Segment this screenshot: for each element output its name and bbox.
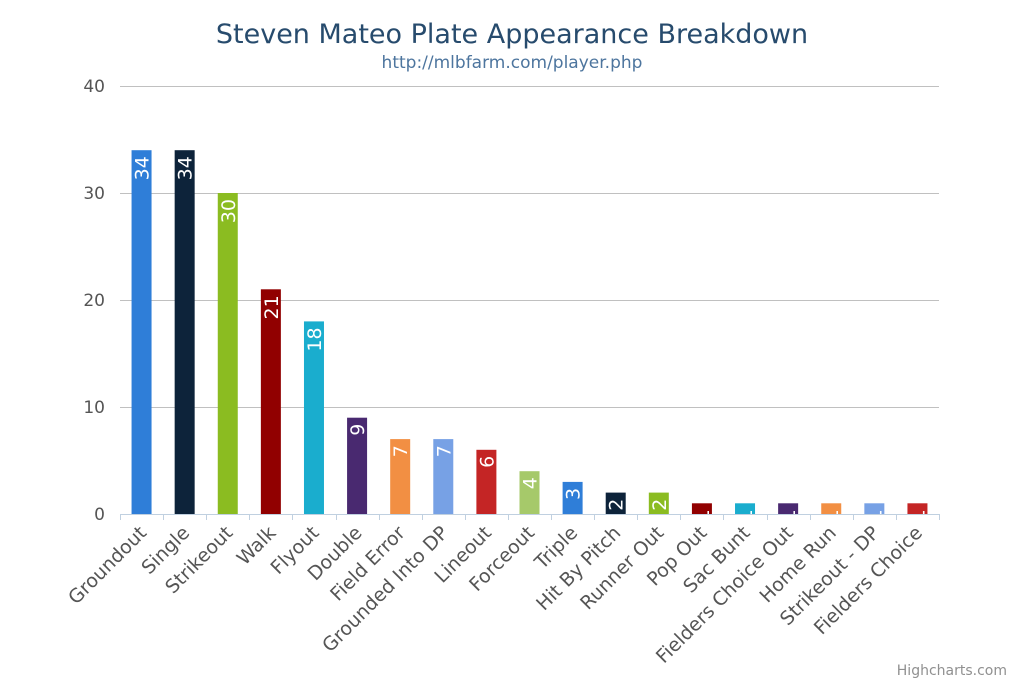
chart-subtitle: http://mlbfarm.com/player.php	[382, 53, 643, 73]
bar[interactable]	[476, 449, 497, 514]
data-label: 7	[390, 445, 412, 457]
data-label: 1	[821, 509, 843, 521]
bar[interactable]	[174, 150, 195, 514]
bar[interactable]	[691, 503, 712, 514]
y-tick-label: 40	[83, 77, 105, 97]
data-label: 4	[520, 477, 542, 489]
data-label: 9	[347, 424, 369, 436]
data-label: 21	[261, 295, 283, 319]
y-tick-label: 20	[83, 291, 105, 311]
bar[interactable]	[303, 321, 324, 514]
data-label: 1	[907, 509, 929, 521]
bar[interactable]	[519, 471, 540, 514]
data-label: 1	[864, 509, 886, 521]
bar[interactable]	[864, 503, 885, 514]
x-tick-label: Groundout	[64, 522, 151, 609]
data-label: 7	[433, 445, 455, 457]
bar[interactable]	[778, 503, 799, 514]
data-label: 30	[218, 199, 240, 223]
data-label: 34	[175, 156, 197, 180]
bar[interactable]	[217, 193, 238, 514]
bar[interactable]	[131, 150, 152, 514]
bar[interactable]	[562, 481, 583, 514]
y-tick-label: 10	[83, 398, 105, 418]
bar[interactable]	[907, 503, 928, 514]
data-label: 6	[476, 456, 498, 468]
bar[interactable]	[260, 289, 281, 514]
chart-title: Steven Mateo Plate Appearance Breakdown	[216, 19, 808, 50]
bar[interactable]	[605, 492, 626, 514]
credits-link[interactable]: Highcharts.com	[897, 663, 1007, 679]
data-label: 18	[304, 327, 326, 351]
data-label: 1	[735, 509, 757, 521]
grid-lines	[120, 86, 939, 408]
data-label: 3	[563, 488, 585, 500]
bar[interactable]	[648, 492, 669, 514]
data-label: 2	[606, 499, 628, 511]
bar[interactable]	[347, 417, 368, 514]
data-label: 1	[692, 509, 714, 521]
bar[interactable]	[433, 439, 454, 514]
data-label: 34	[132, 156, 154, 180]
y-axis: 0 10 20 30 40	[83, 77, 105, 525]
data-label: 1	[778, 509, 800, 521]
bar[interactable]	[735, 503, 756, 514]
bar[interactable]	[821, 503, 842, 514]
data-label: 2	[649, 499, 671, 511]
bar[interactable]	[390, 439, 411, 514]
y-tick-label: 0	[94, 505, 105, 525]
x-axis: GroundoutSingleStrikeoutWalkFlyoutDouble…	[64, 514, 940, 668]
y-tick-label: 30	[83, 184, 105, 204]
